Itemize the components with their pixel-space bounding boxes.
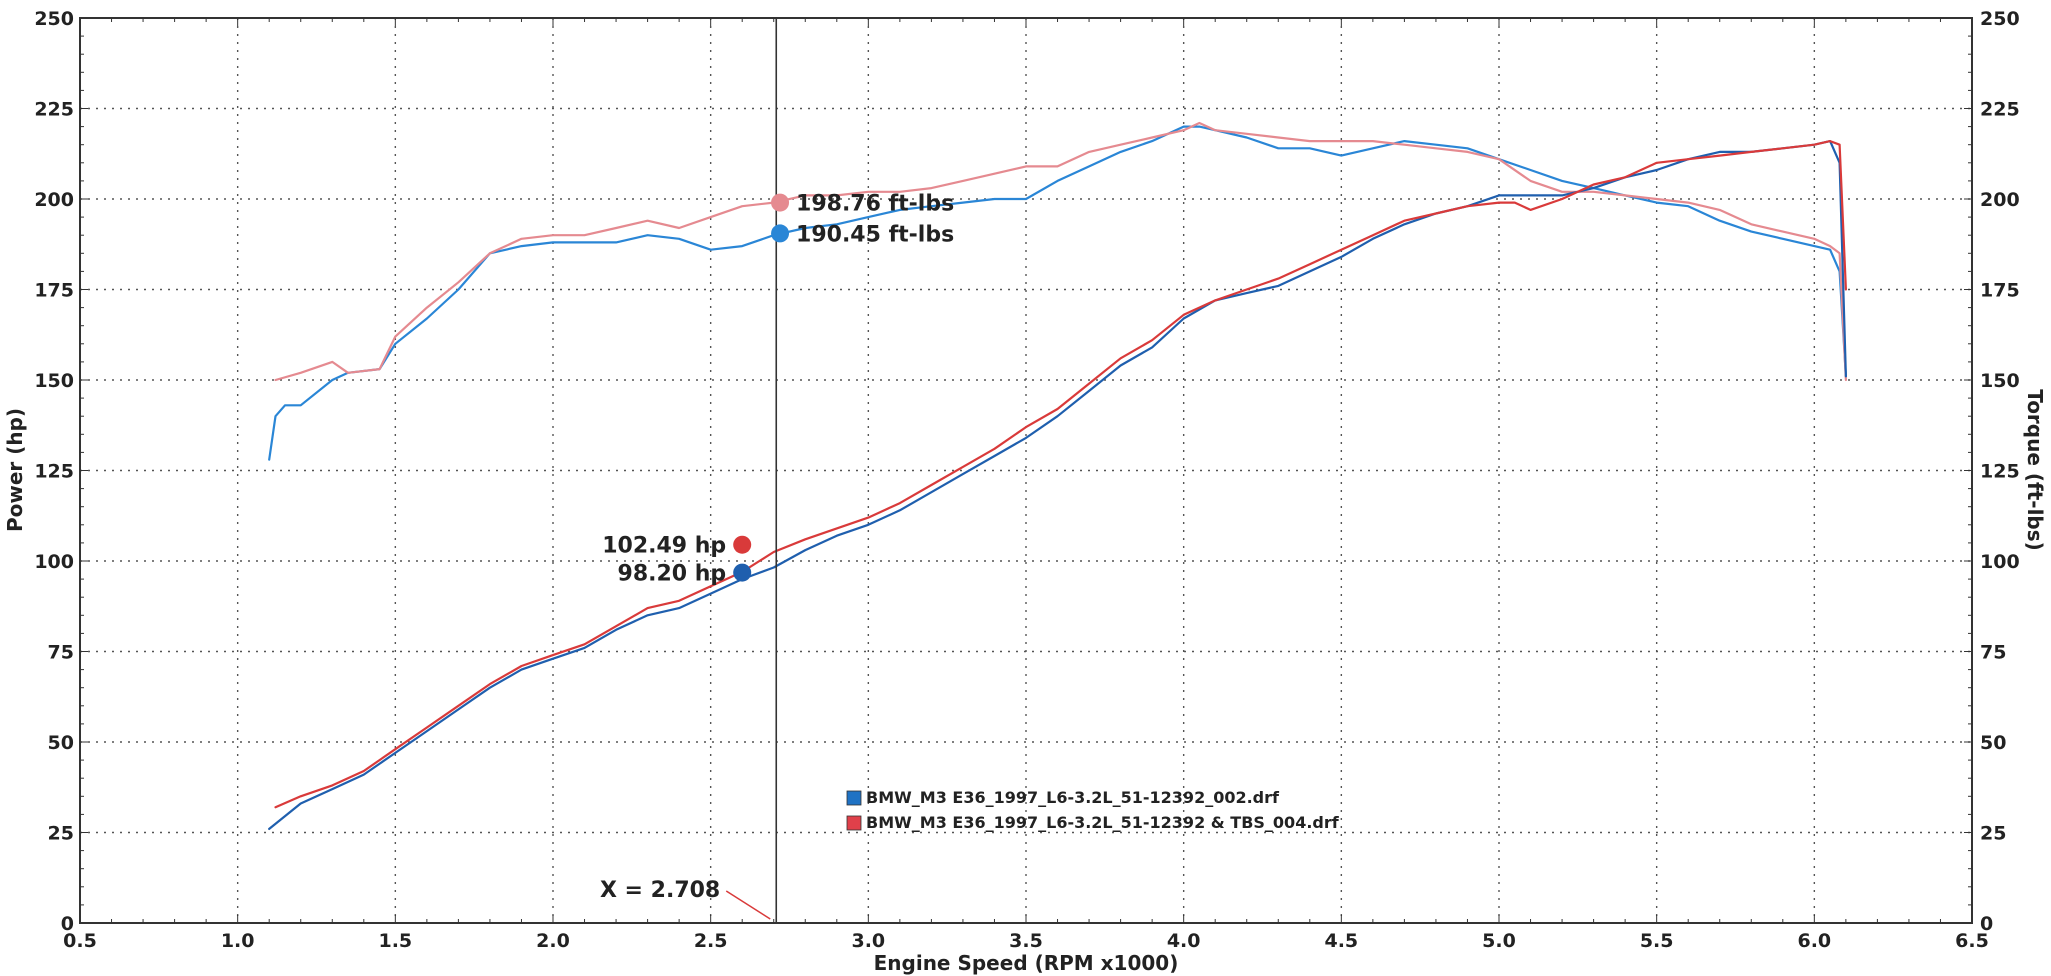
x-tick-label: 2.5 — [694, 930, 728, 952]
legend-swatch — [846, 790, 862, 806]
y-tick-label: 250 — [34, 8, 74, 30]
callout-label: 190.45 ft-lbs — [796, 222, 954, 247]
series-line-1 — [274, 121, 1848, 382]
y2-tick-label: 75 — [1980, 642, 2006, 664]
y-tick-label: 175 — [34, 280, 74, 302]
x-tick-label: 5.5 — [1640, 930, 1674, 952]
callout-marker — [771, 193, 790, 212]
legend-label: BMW_M3 E36_1997_L6-3.2L_51-12392 & TBS_0… — [866, 813, 1340, 832]
y-tick-label: 0 — [61, 913, 74, 935]
y2-tick-label: 50 — [1980, 732, 2006, 754]
legend-label: BMW_M3 E36_1997_L6-3.2L_51-12392_002.drf — [866, 788, 1280, 807]
x-tick-label: 5.0 — [1482, 930, 1516, 952]
series-line-3 — [274, 140, 1848, 809]
y2-tick-label: 0 — [1980, 913, 1993, 935]
legend: BMW_M3 E36_1997_L6-3.2L_51-12392_002.drf… — [846, 788, 1340, 832]
x-tick-label: 6.0 — [1797, 930, 1831, 952]
series-lines — [268, 121, 1848, 831]
cursor: X = 2.708 — [600, 18, 778, 923]
plot-frame — [79, 17, 1973, 924]
y-tick-label: 50 — [48, 732, 74, 754]
x-tick-label: 6.5 — [1955, 930, 1989, 952]
callout-label: 98.20 hp — [618, 562, 727, 587]
y-tick-label: 75 — [48, 642, 74, 664]
x-tick-label: 0.5 — [63, 930, 97, 952]
callouts: 198.76 ft-lbs 190.45 ft-lbs 102.49 hp 98.20… — [602, 192, 954, 587]
x-tick-label: 1.5 — [378, 930, 412, 952]
y2-tick-label: 150 — [1980, 370, 2020, 392]
x-tick-labels: 0.5 1.0 1.5 2.0 2.5 3.0 3.5 4.0 4.5 5.0 5.5 6.0 6.5 — [63, 930, 1989, 952]
y2-tick-label: 175 — [1980, 280, 2020, 302]
y2-tick-label: 25 — [1980, 823, 2006, 845]
y-tick-label: 200 — [34, 189, 74, 211]
y-tick-label: 225 — [34, 99, 74, 121]
cursor-label-leader — [725, 890, 771, 920]
y2-tick-label: 100 — [1980, 551, 2020, 573]
y2-tick-label: 250 — [1980, 8, 2020, 30]
y-tick-labels: 0 25 50 75 100 125 150 175 200 225 250 — [34, 8, 74, 935]
y2-tick-label: 125 — [1980, 461, 2020, 483]
legend-swatch — [846, 815, 862, 831]
callout-label: 102.49 hp — [602, 534, 726, 559]
cursor-label: X = 2.708 — [600, 878, 720, 903]
x-tick-label: 1.0 — [221, 930, 255, 952]
y2-tick-labels: 0 25 50 75 100 125 150 175 200 225 250 — [1980, 8, 2020, 935]
callout-marker — [771, 224, 790, 243]
x-tick-label: 3.0 — [851, 930, 885, 952]
x-tick-label: 3.5 — [1009, 930, 1043, 952]
y-axis-title: Power (hp) — [3, 408, 27, 532]
y2-tick-label: 225 — [1980, 99, 2020, 121]
callout-label: 198.76 ft-lbs — [796, 192, 954, 217]
y-tick-label: 150 — [34, 370, 74, 392]
x-tick-label: 2.0 — [536, 930, 570, 952]
callout-marker — [733, 535, 752, 554]
x-tick-label: 4.0 — [1167, 930, 1201, 952]
y-tick-label: 125 — [34, 461, 74, 483]
y-tick-label: 100 — [34, 551, 74, 573]
x-tick-label: 4.5 — [1324, 930, 1358, 952]
y2-tick-label: 200 — [1980, 189, 2020, 211]
x-axis-title: Engine Speed (RPM x1000) — [874, 951, 1179, 975]
y-tick-label: 25 — [48, 823, 74, 845]
callout-marker — [733, 563, 752, 582]
y2-axis-title: Torque (ft-lbs) — [2023, 389, 2047, 551]
series-line-2 — [268, 140, 1848, 831]
